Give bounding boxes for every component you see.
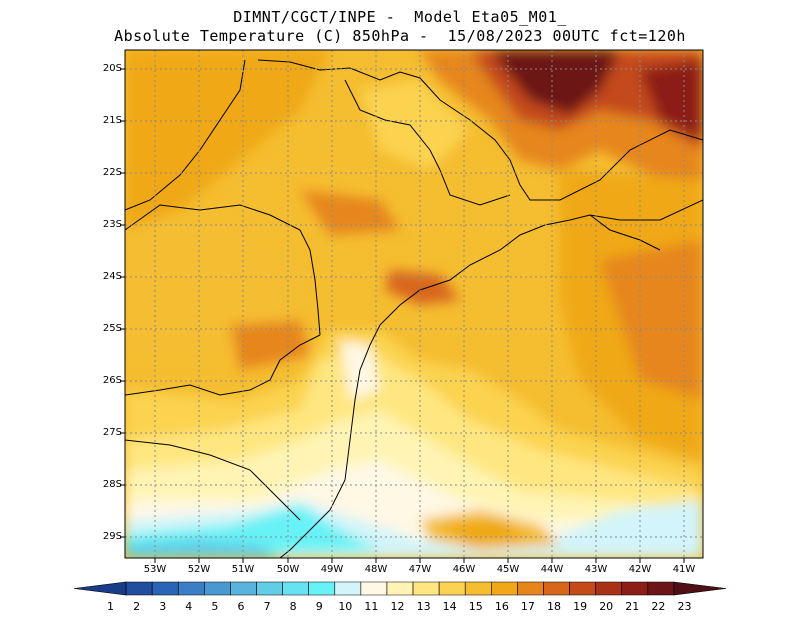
colorbar-segment [230, 581, 257, 596]
colorbar-label: 10 [338, 600, 353, 613]
colorbar-label: 23 [677, 600, 692, 613]
lat-label-23s: 23S [102, 219, 122, 230]
colorbar-label: 1 [107, 600, 115, 613]
colorbar-segment [647, 581, 675, 596]
colorbar-segment [491, 581, 518, 596]
colorbar-segment [73, 581, 127, 596]
colorbar-segment [308, 581, 336, 596]
axis-ticks [120, 68, 685, 563]
lon-label-42w: 42W [628, 564, 652, 575]
graticule [125, 50, 703, 558]
colorbar-label: 2 [133, 600, 141, 613]
colorbar-segment [464, 581, 492, 596]
colorbar-segment [256, 581, 283, 596]
lon-label-50w: 50W [276, 564, 300, 575]
lat-label-21s: 21S [102, 115, 122, 126]
colorbar-segment [517, 581, 544, 596]
colorbar-label: 20 [599, 600, 614, 613]
temperature-field [125, 50, 703, 558]
colorbar-segment [412, 581, 440, 596]
colorbar-segment [282, 581, 309, 596]
lat-label-25s: 25S [102, 323, 122, 334]
lat-label-28s: 28S [102, 479, 122, 490]
lon-label-52w: 52W [187, 564, 211, 575]
lon-label-47w: 47W [408, 564, 432, 575]
colorbar-label: 5 [211, 600, 219, 613]
lon-label-44w: 44W [540, 564, 564, 575]
lat-label-22s: 22S [102, 167, 122, 178]
colorbar-label: 3 [159, 600, 167, 613]
map-title-line-1: DIMNT/CGCT/INPE - Model Eta05_M01_ [233, 8, 567, 26]
colorbar-segment [438, 581, 466, 596]
lon-label-41w: 41W [672, 564, 696, 575]
colorbar [73, 581, 727, 596]
colorbar-segment [151, 581, 179, 596]
colorbar-label: 4 [185, 600, 193, 613]
map-title-line-2: Absolute Temperature (C) 850hPa - 15/08/… [114, 27, 686, 45]
lat-label-24s: 24S [102, 271, 122, 282]
colorbar-segment [569, 581, 596, 596]
colorbar-label: 11 [364, 600, 379, 613]
colorbar-segment [177, 581, 205, 596]
lon-label-45w: 45W [496, 564, 520, 575]
colorbar-label: 13 [416, 600, 431, 613]
colorbar-label: 16 [494, 600, 509, 613]
colorbar-segment [595, 581, 623, 596]
lon-label-46w: 46W [452, 564, 476, 575]
colorbar-label: 14 [442, 600, 457, 613]
colorbar-label: 17 [520, 600, 535, 613]
colorbar-segment [543, 581, 570, 596]
colorbar-segment [673, 581, 727, 596]
lon-label-49w: 49W [320, 564, 344, 575]
colorbar-segment [125, 581, 153, 596]
colorbar-segment [360, 581, 388, 596]
lon-label-43w: 43W [584, 564, 608, 575]
colorbar-label: 21 [625, 600, 640, 613]
colorbar-segment [386, 581, 414, 596]
colorbar-label: 12 [390, 600, 405, 613]
colorbar-segment [204, 581, 231, 596]
map-frame [124, 49, 704, 559]
colorbar-label: 15 [468, 600, 483, 613]
lon-label-51w: 51W [231, 564, 255, 575]
lat-label-27s: 27S [102, 427, 122, 438]
colorbar-label: 9 [315, 600, 323, 613]
lat-label-26s: 26S [102, 375, 122, 386]
coastline-and-borders [125, 59, 703, 558]
colorbar-segment [621, 581, 649, 596]
lat-label-20s: 20S [102, 63, 122, 74]
lon-label-53w: 53W [143, 564, 167, 575]
lon-label-48w: 48W [364, 564, 388, 575]
lat-label-29s: 29S [102, 531, 122, 542]
colorbar-label: 7 [263, 600, 271, 613]
colorbar-segment [334, 581, 362, 596]
colorbar-label: 18 [547, 600, 562, 613]
colorbar-label: 19 [573, 600, 588, 613]
colorbar-label: 8 [289, 600, 297, 613]
colorbar-label: 6 [237, 600, 245, 613]
colorbar-label: 22 [651, 600, 666, 613]
